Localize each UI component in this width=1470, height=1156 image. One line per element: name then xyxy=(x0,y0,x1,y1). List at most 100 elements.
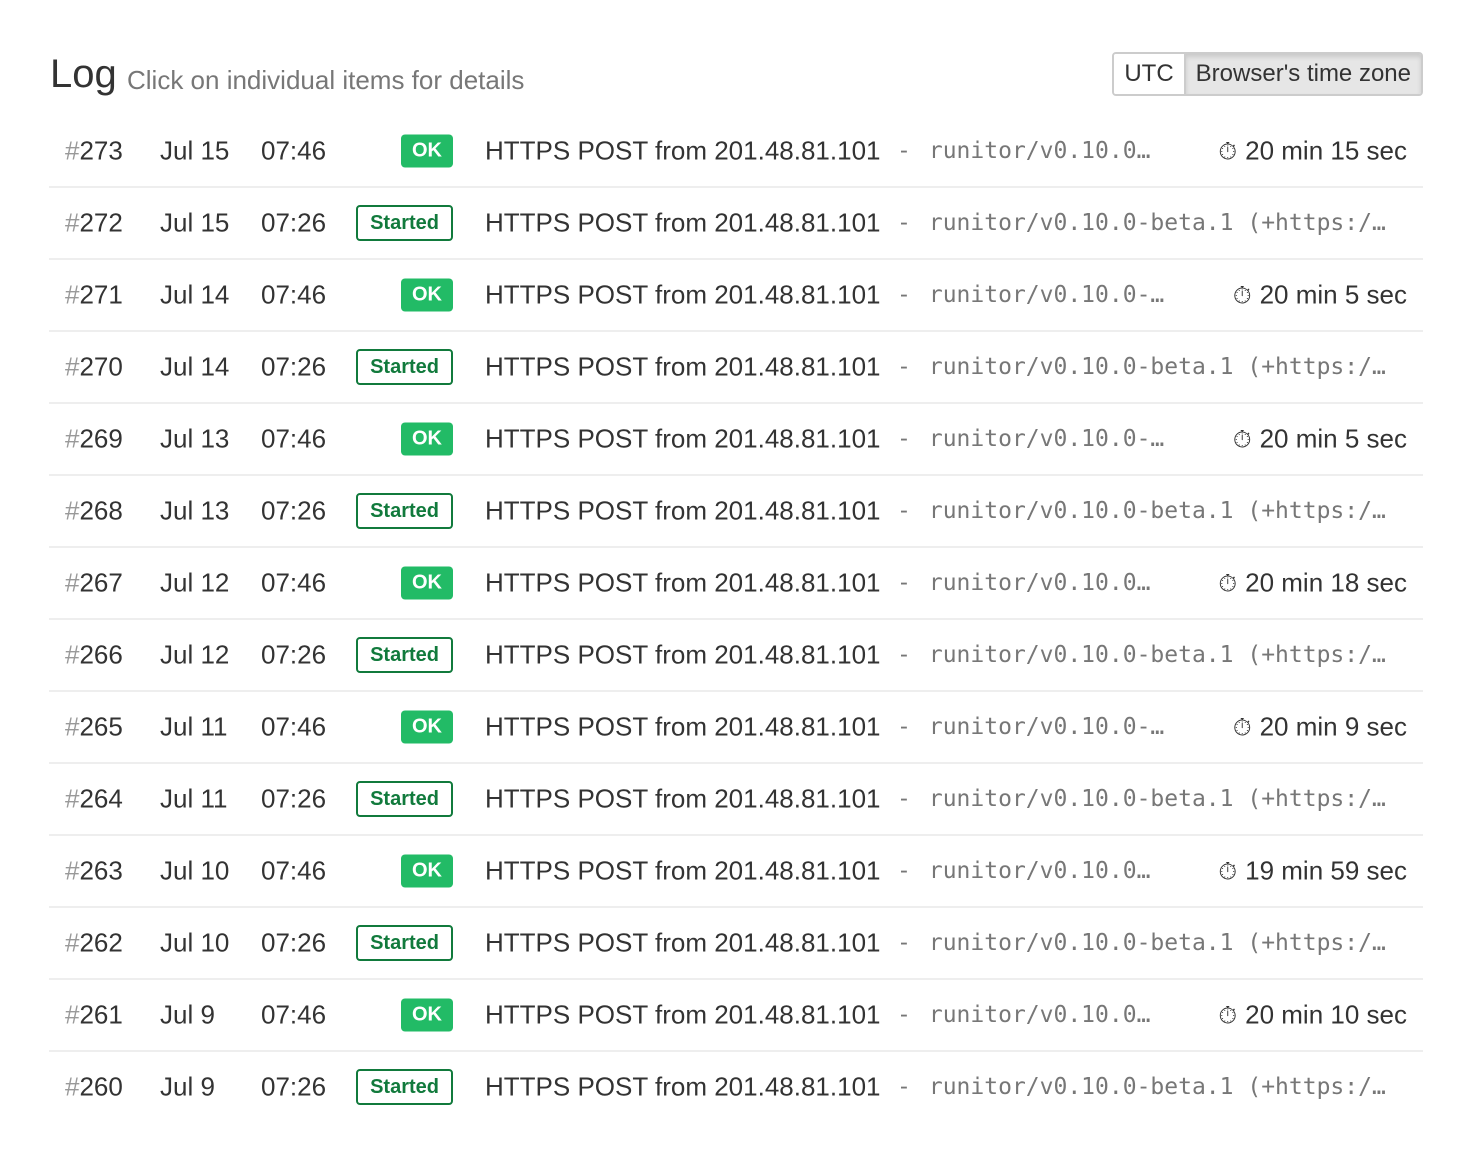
log-row[interactable]: #267 Jul 12 07:46 OK HTTPS POST from 201.48.… xyxy=(49,548,1423,620)
status-badge: Started xyxy=(356,1069,453,1105)
stopwatch-icon: ⏱ xyxy=(1232,426,1252,454)
log-row[interactable]: #270 Jul 14 07:26 Started HTTPS POST from 20… xyxy=(49,332,1423,404)
duration-text: 20 min 5 sec xyxy=(1259,279,1407,310)
ping-time: 07:26 xyxy=(261,783,327,814)
ping-description: HTTPS POST from 201.48.81.101 xyxy=(485,927,881,958)
user-agent-text: runitor/v0.10.0-beta.1 (+https:/… xyxy=(928,1074,1386,1100)
hash-symbol: # xyxy=(65,495,80,526)
status-badge: Started xyxy=(356,493,453,529)
log-row[interactable]: #273 Jul 15 07:46 OK HTTPS POST from 201.48.… xyxy=(49,116,1423,188)
hash-symbol: # xyxy=(65,855,80,886)
ping-number: #270 xyxy=(65,352,123,383)
ping-date: Jul 13 xyxy=(160,423,230,454)
status-badge: OK xyxy=(401,134,453,168)
ping-description: HTTPS POST from 201.48.81.101 xyxy=(485,1071,881,1102)
hash-symbol: # xyxy=(65,351,80,382)
log-row[interactable]: #263 Jul 10 07:46 OK HTTPS POST from 201.48.… xyxy=(49,836,1423,908)
user-agent-text: runitor/v0.10.0… xyxy=(928,858,1151,884)
ping-time: 07:46 xyxy=(261,423,327,454)
log-row[interactable]: #266 Jul 12 07:26 Started HTTPS POST from 20… xyxy=(49,620,1423,692)
ping-time: 07:26 xyxy=(261,1071,327,1102)
ping-number-value: 260 xyxy=(79,1071,123,1102)
hash-symbol: # xyxy=(65,135,80,166)
hash-symbol: # xyxy=(65,1071,80,1102)
user-agent-text: runitor/v0.10.0-beta.1 (+https:/… xyxy=(928,642,1386,668)
log-row[interactable]: #269 Jul 13 07:46 OK HTTPS POST from 201.48.… xyxy=(49,404,1423,476)
user-agent-text: runitor/v0.10.0… xyxy=(928,1002,1151,1028)
ping-date: Jul 14 xyxy=(160,279,230,310)
user-agent: - runitor/v0.10.0-beta.1 (+https:/… xyxy=(897,930,1386,956)
separator-dash: - xyxy=(897,570,911,596)
separator-dash: - xyxy=(897,642,911,668)
ping-date: Jul 11 xyxy=(160,783,228,814)
ping-description: HTTPS POST from 201.48.81.101 xyxy=(485,207,881,238)
duration: ⏱ 19 min 59 sec xyxy=(1218,856,1407,887)
stopwatch-icon: ⏱ xyxy=(1218,570,1238,598)
user-agent-text: runitor/v0.10.0-beta.1 (+https:/… xyxy=(928,210,1386,236)
log-row[interactable]: #264 Jul 11 07:26 Started HTTPS POST from 20… xyxy=(49,764,1423,836)
hash-symbol: # xyxy=(65,711,80,742)
status-badge: Started xyxy=(356,349,453,385)
ping-description: HTTPS POST from 201.48.81.101 xyxy=(485,567,881,598)
ping-number-value: 271 xyxy=(79,279,123,310)
hash-symbol: # xyxy=(65,279,80,310)
log-row[interactable]: #272 Jul 15 07:26 Started HTTPS POST from 20… xyxy=(49,188,1423,260)
ping-number: #273 xyxy=(65,136,123,167)
ping-number-value: 263 xyxy=(79,855,123,886)
stopwatch-icon: ⏱ xyxy=(1218,858,1238,886)
browser-timezone-button[interactable]: Browser's time zone xyxy=(1185,54,1421,94)
ping-number-value: 269 xyxy=(79,423,123,454)
ping-description: HTTPS POST from 201.48.81.101 xyxy=(485,783,881,814)
log-row[interactable]: #268 Jul 13 07:26 Started HTTPS POST from 20… xyxy=(49,476,1423,548)
separator-dash: - xyxy=(897,786,911,812)
utc-button[interactable]: UTC xyxy=(1114,54,1186,94)
ping-number-value: 270 xyxy=(79,351,123,382)
log-row[interactable]: #261 Jul 9 07:46 OK HTTPS POST from 201.48.8… xyxy=(49,980,1423,1052)
duration: ⏱ 20 min 10 sec xyxy=(1218,1000,1407,1031)
ping-number: #265 xyxy=(65,712,123,743)
log-row[interactable]: #271 Jul 14 07:46 OK HTTPS POST from 201.48.… xyxy=(49,260,1423,332)
status-badge: OK xyxy=(401,710,453,744)
ping-time: 07:26 xyxy=(261,495,327,526)
user-agent: - runitor/v0.10.0… xyxy=(897,1002,1150,1028)
ping-description: HTTPS POST from 201.48.81.101 xyxy=(485,855,881,886)
user-agent: - runitor/v0.10.0-beta.1 (+https:/… xyxy=(897,786,1386,812)
user-agent-text: runitor/v0.10.0-… xyxy=(928,714,1165,740)
user-agent-text: runitor/v0.10.0-… xyxy=(928,282,1165,308)
log-row[interactable]: #260 Jul 9 07:26 Started HTTPS POST from 201… xyxy=(49,1052,1423,1122)
ping-number: #260 xyxy=(65,1072,123,1103)
status-badge: Started xyxy=(356,637,453,673)
log-row[interactable]: #262 Jul 10 07:26 Started HTTPS POST from 20… xyxy=(49,908,1423,980)
page-subtitle: Click on individual items for details xyxy=(127,65,525,95)
user-agent: - runitor/v0.10.0-… xyxy=(897,426,1164,452)
user-agent: - runitor/v0.10.0-… xyxy=(897,282,1164,308)
user-agent: - runitor/v0.10.0-beta.1 (+https:/… xyxy=(897,354,1386,380)
hash-symbol: # xyxy=(65,927,80,958)
ping-number: #266 xyxy=(65,640,123,671)
status-badge: OK xyxy=(401,566,453,600)
duration: ⏱ 20 min 18 sec xyxy=(1218,568,1407,599)
ping-time: 07:26 xyxy=(261,927,327,958)
hash-symbol: # xyxy=(65,783,80,814)
ping-date: Jul 10 xyxy=(160,855,230,886)
hash-symbol: # xyxy=(65,639,80,670)
ping-time: 07:46 xyxy=(261,567,327,598)
status-badge: OK xyxy=(401,854,453,888)
ping-time: 07:46 xyxy=(261,279,327,310)
ping-number-value: 272 xyxy=(79,207,123,238)
ping-time: 07:46 xyxy=(261,711,327,742)
ping-number: #261 xyxy=(65,1000,123,1031)
ping-time: 07:26 xyxy=(261,639,327,670)
separator-dash: - xyxy=(897,498,911,524)
log-row[interactable]: #265 Jul 11 07:46 OK HTTPS POST from 201.48.… xyxy=(49,692,1423,764)
user-agent-text: runitor/v0.10.0-beta.1 (+https:/… xyxy=(928,930,1386,956)
ping-description: HTTPS POST from 201.48.81.101 xyxy=(485,351,881,382)
separator-dash: - xyxy=(897,426,911,452)
status-badge: Started xyxy=(356,925,453,961)
ping-date: Jul 14 xyxy=(160,351,230,382)
ping-description: HTTPS POST from 201.48.81.101 xyxy=(485,999,881,1030)
stopwatch-icon: ⏱ xyxy=(1218,138,1238,166)
user-agent: - runitor/v0.10.0… xyxy=(897,858,1150,884)
ping-number: #267 xyxy=(65,568,123,599)
ping-date: Jul 15 xyxy=(160,135,230,166)
